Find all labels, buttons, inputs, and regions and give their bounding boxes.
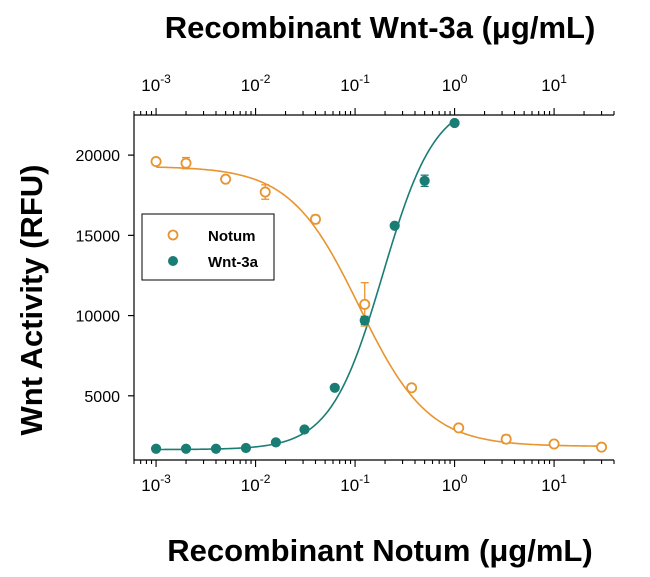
top-x-tick-label: 100 [442,72,468,95]
data-point-wnt3a [180,443,192,454]
data-point-notum [259,186,271,198]
top-x-tick-label: 10-2 [241,72,271,95]
legend-label-wnt3a: Wnt-3a [208,254,259,271]
data-point-notum [150,156,162,168]
data-point-wnt3a [240,442,252,454]
y-tick-label: 15000 [76,228,121,245]
data-point-wnt3a [449,117,460,129]
data-point-wnt3a [299,424,310,435]
data-point-wnt3a [419,175,430,186]
legend-label-notum: Notum [208,228,256,245]
y-axis-title: Wnt Activity (RFU) [14,165,49,436]
data-point-wnt3a [270,437,281,448]
legend-marker-wnt3a [168,256,178,266]
bottom-x-tick-label: 10-3 [141,472,171,495]
data-point-notum [500,433,512,445]
data-point-notum [453,422,465,434]
data-point-notum [309,213,321,225]
bottom-x-axis-title: Recombinant Notum (μg/mL) [167,533,592,568]
data-point-wnt3a [389,220,400,231]
data-point-notum [596,441,608,453]
top-x-tick-label: 101 [541,72,567,95]
data-point-wnt3a [150,443,162,454]
top-x-tick-label: 10-1 [340,72,370,95]
fit-curve-notum [156,166,602,447]
legend: Notum Wnt-3a [141,213,275,281]
legend-marker-notum [167,229,179,241]
data-point-notum [406,382,418,394]
y-tick-label: 5000 [84,389,120,406]
y-tick-label: 10000 [76,309,121,326]
data-point-wnt3a [359,315,370,326]
bottom-x-tick-label: 100 [442,472,468,495]
data-points [150,117,608,454]
top-x-axis-title: Recombinant Wnt-3a (μg/mL) [165,10,596,45]
legend-box [141,213,275,281]
data-point-notum [359,298,371,310]
bottom-x-tick-label: 10-1 [340,472,370,495]
top-x-tick-label: 10-3 [141,72,171,95]
data-point-notum [180,157,192,169]
y-tick-label: 20000 [76,148,121,165]
fit-curves [156,119,602,451]
data-point-wnt3a [329,382,340,393]
bottom-x-tick-label: 101 [541,472,567,495]
data-point-wnt3a [210,443,222,454]
axes: 5000 10000 15000 20000 10-3 10-3 10-2 10-2 10-1 1… [76,72,615,495]
data-point-notum [220,173,232,185]
data-point-notum [548,438,560,450]
bottom-x-tick-label: 10-2 [241,472,271,495]
